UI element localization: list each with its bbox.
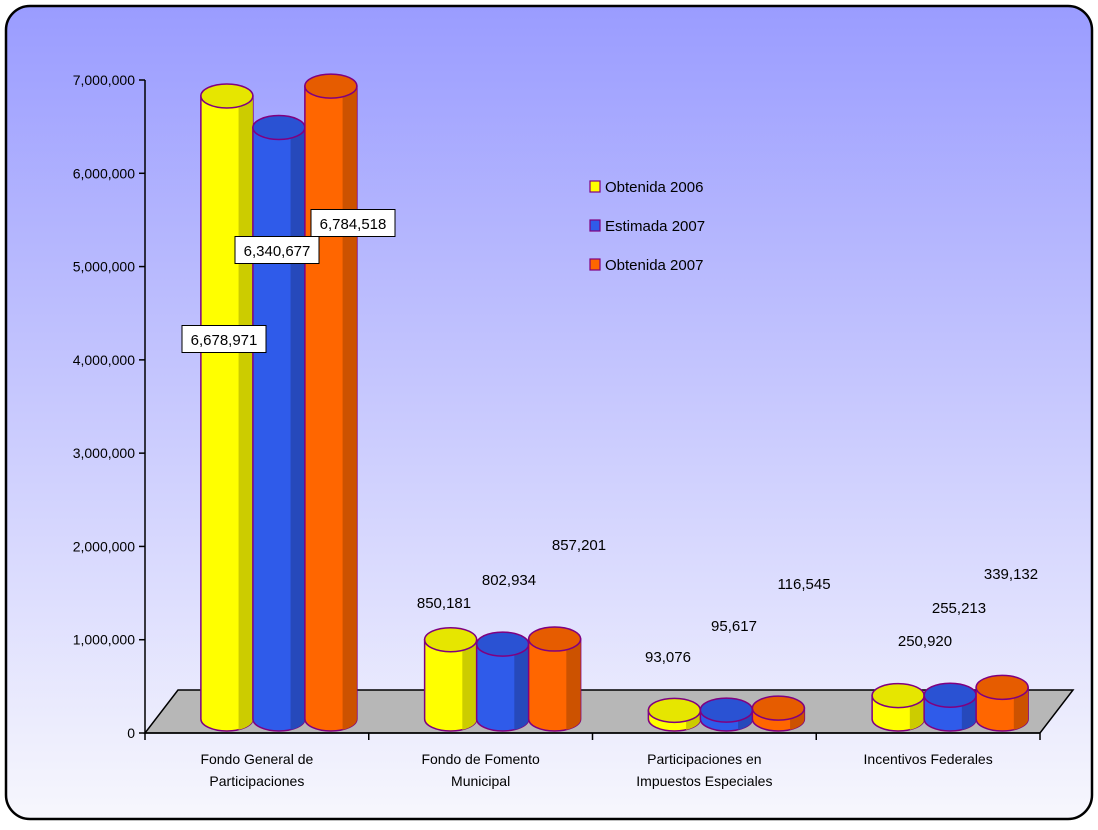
y-tick-label: 6,000,000	[73, 165, 135, 181]
data-label-box: 6,678,971	[181, 325, 267, 353]
bar-obtenida-2007	[304, 73, 358, 732]
y-tick-label: 4,000,000	[73, 352, 135, 368]
x-category-label: Incentivos Federales	[864, 751, 993, 767]
legend-item: Obtenida 2006	[589, 179, 703, 196]
bar-estimada-2007	[699, 697, 754, 732]
legend-swatch	[589, 180, 601, 193]
data-label: 857,201	[552, 537, 606, 554]
legend-item: Obtenida 2007	[589, 257, 703, 274]
bar-obtenida-2007	[975, 674, 1029, 732]
data-label: 802,934	[482, 572, 536, 589]
y-tick-label: 3,000,000	[73, 445, 135, 461]
bar-obtenida-2007	[527, 626, 582, 732]
legend-swatch	[589, 219, 601, 232]
data-label: 6,340,677	[244, 243, 311, 260]
bar-obtenida-2006	[423, 626, 478, 732]
legend-label: Estimada 2007	[605, 218, 705, 235]
bar-estimada-2007	[252, 114, 306, 732]
x-category-label: Fondo de Fomento Municipal	[421, 751, 540, 789]
data-label: 6,784,518	[320, 216, 387, 233]
data-label: 339,132	[984, 566, 1038, 583]
legend-item: Estimada 2007	[589, 218, 705, 235]
legend-label: Obtenida 2006	[605, 179, 703, 196]
data-label-box: 6,784,518	[310, 209, 396, 237]
data-label: 850,181	[417, 595, 471, 612]
bar-estimada-2007	[923, 682, 977, 732]
data-label: 255,213	[932, 600, 986, 617]
bar-obtenida-2006	[647, 697, 702, 732]
legend-label: Obtenida 2007	[605, 257, 703, 274]
y-tick-label: 0	[127, 725, 135, 741]
x-category-label: Fondo General de Participaciones	[200, 751, 313, 789]
y-tick-label: 1,000,000	[73, 632, 135, 648]
bar-obtenida-2007	[751, 695, 806, 732]
bar-obtenida-2006	[871, 682, 925, 732]
x-category-label: Participaciones en Impuestos Especiales	[636, 751, 772, 789]
y-tick-label: 5,000,000	[73, 259, 135, 275]
bar-estimada-2007	[475, 631, 530, 732]
data-label: 95,617	[711, 618, 757, 635]
data-label: 116,545	[777, 576, 830, 593]
y-tick-label: 7,000,000	[73, 72, 135, 88]
y-tick-label: 2,000,000	[73, 538, 135, 554]
legend-swatch	[589, 258, 601, 271]
bar-obtenida-2006	[200, 83, 254, 732]
data-label: 93,076	[645, 649, 691, 666]
data-label-box: 6,340,677	[234, 236, 320, 264]
data-label: 250,920	[898, 633, 952, 650]
data-label: 6,678,971	[191, 332, 258, 349]
